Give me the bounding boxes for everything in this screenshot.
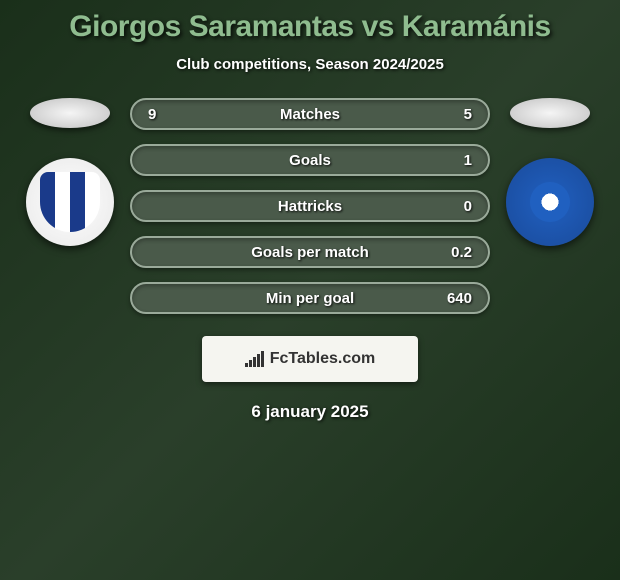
stat-label: Hattricks <box>278 198 342 215</box>
page-subtitle: Club competitions, Season 2024/2025 <box>176 56 444 73</box>
footer-date: 6 january 2025 <box>251 402 368 422</box>
player-right-avatar-placeholder <box>510 98 590 128</box>
stat-right-value: 640 <box>442 290 472 307</box>
stats-column: 9 Matches 5 Goals 1 Hattricks 0 Goals pe… <box>130 98 490 314</box>
comparison-infographic: Giorgos Saramantas vs Karamánis Club com… <box>0 0 620 432</box>
stat-right-value: 5 <box>442 106 472 123</box>
player-left-column <box>20 98 120 246</box>
page-title: Giorgos Saramantas vs Karamánis <box>69 10 550 44</box>
stat-right-value: 0 <box>442 198 472 215</box>
stat-label: Goals per match <box>251 244 369 261</box>
team-logo-right <box>506 158 594 246</box>
watermark-text: FcTables.com <box>270 350 376 368</box>
bar-chart-icon <box>245 351 264 367</box>
stat-row-matches: 9 Matches 5 <box>130 98 490 130</box>
stat-label: Min per goal <box>266 290 354 307</box>
stat-row-min-per-goal: Min per goal 640 <box>130 282 490 314</box>
stat-right-value: 1 <box>442 152 472 169</box>
stat-label: Matches <box>280 106 340 123</box>
stat-row-hattricks: Hattricks 0 <box>130 190 490 222</box>
stat-right-value: 0.2 <box>442 244 472 261</box>
stat-row-goals: Goals 1 <box>130 144 490 176</box>
watermark-badge: FcTables.com <box>202 336 418 382</box>
player-left-avatar-placeholder <box>30 98 110 128</box>
team-logo-left <box>26 158 114 246</box>
player-right-column <box>500 98 600 246</box>
stat-label: Goals <box>289 152 331 169</box>
stat-left-value: 9 <box>148 106 178 123</box>
stat-row-goals-per-match: Goals per match 0.2 <box>130 236 490 268</box>
comparison-area: 9 Matches 5 Goals 1 Hattricks 0 Goals pe… <box>0 98 620 314</box>
